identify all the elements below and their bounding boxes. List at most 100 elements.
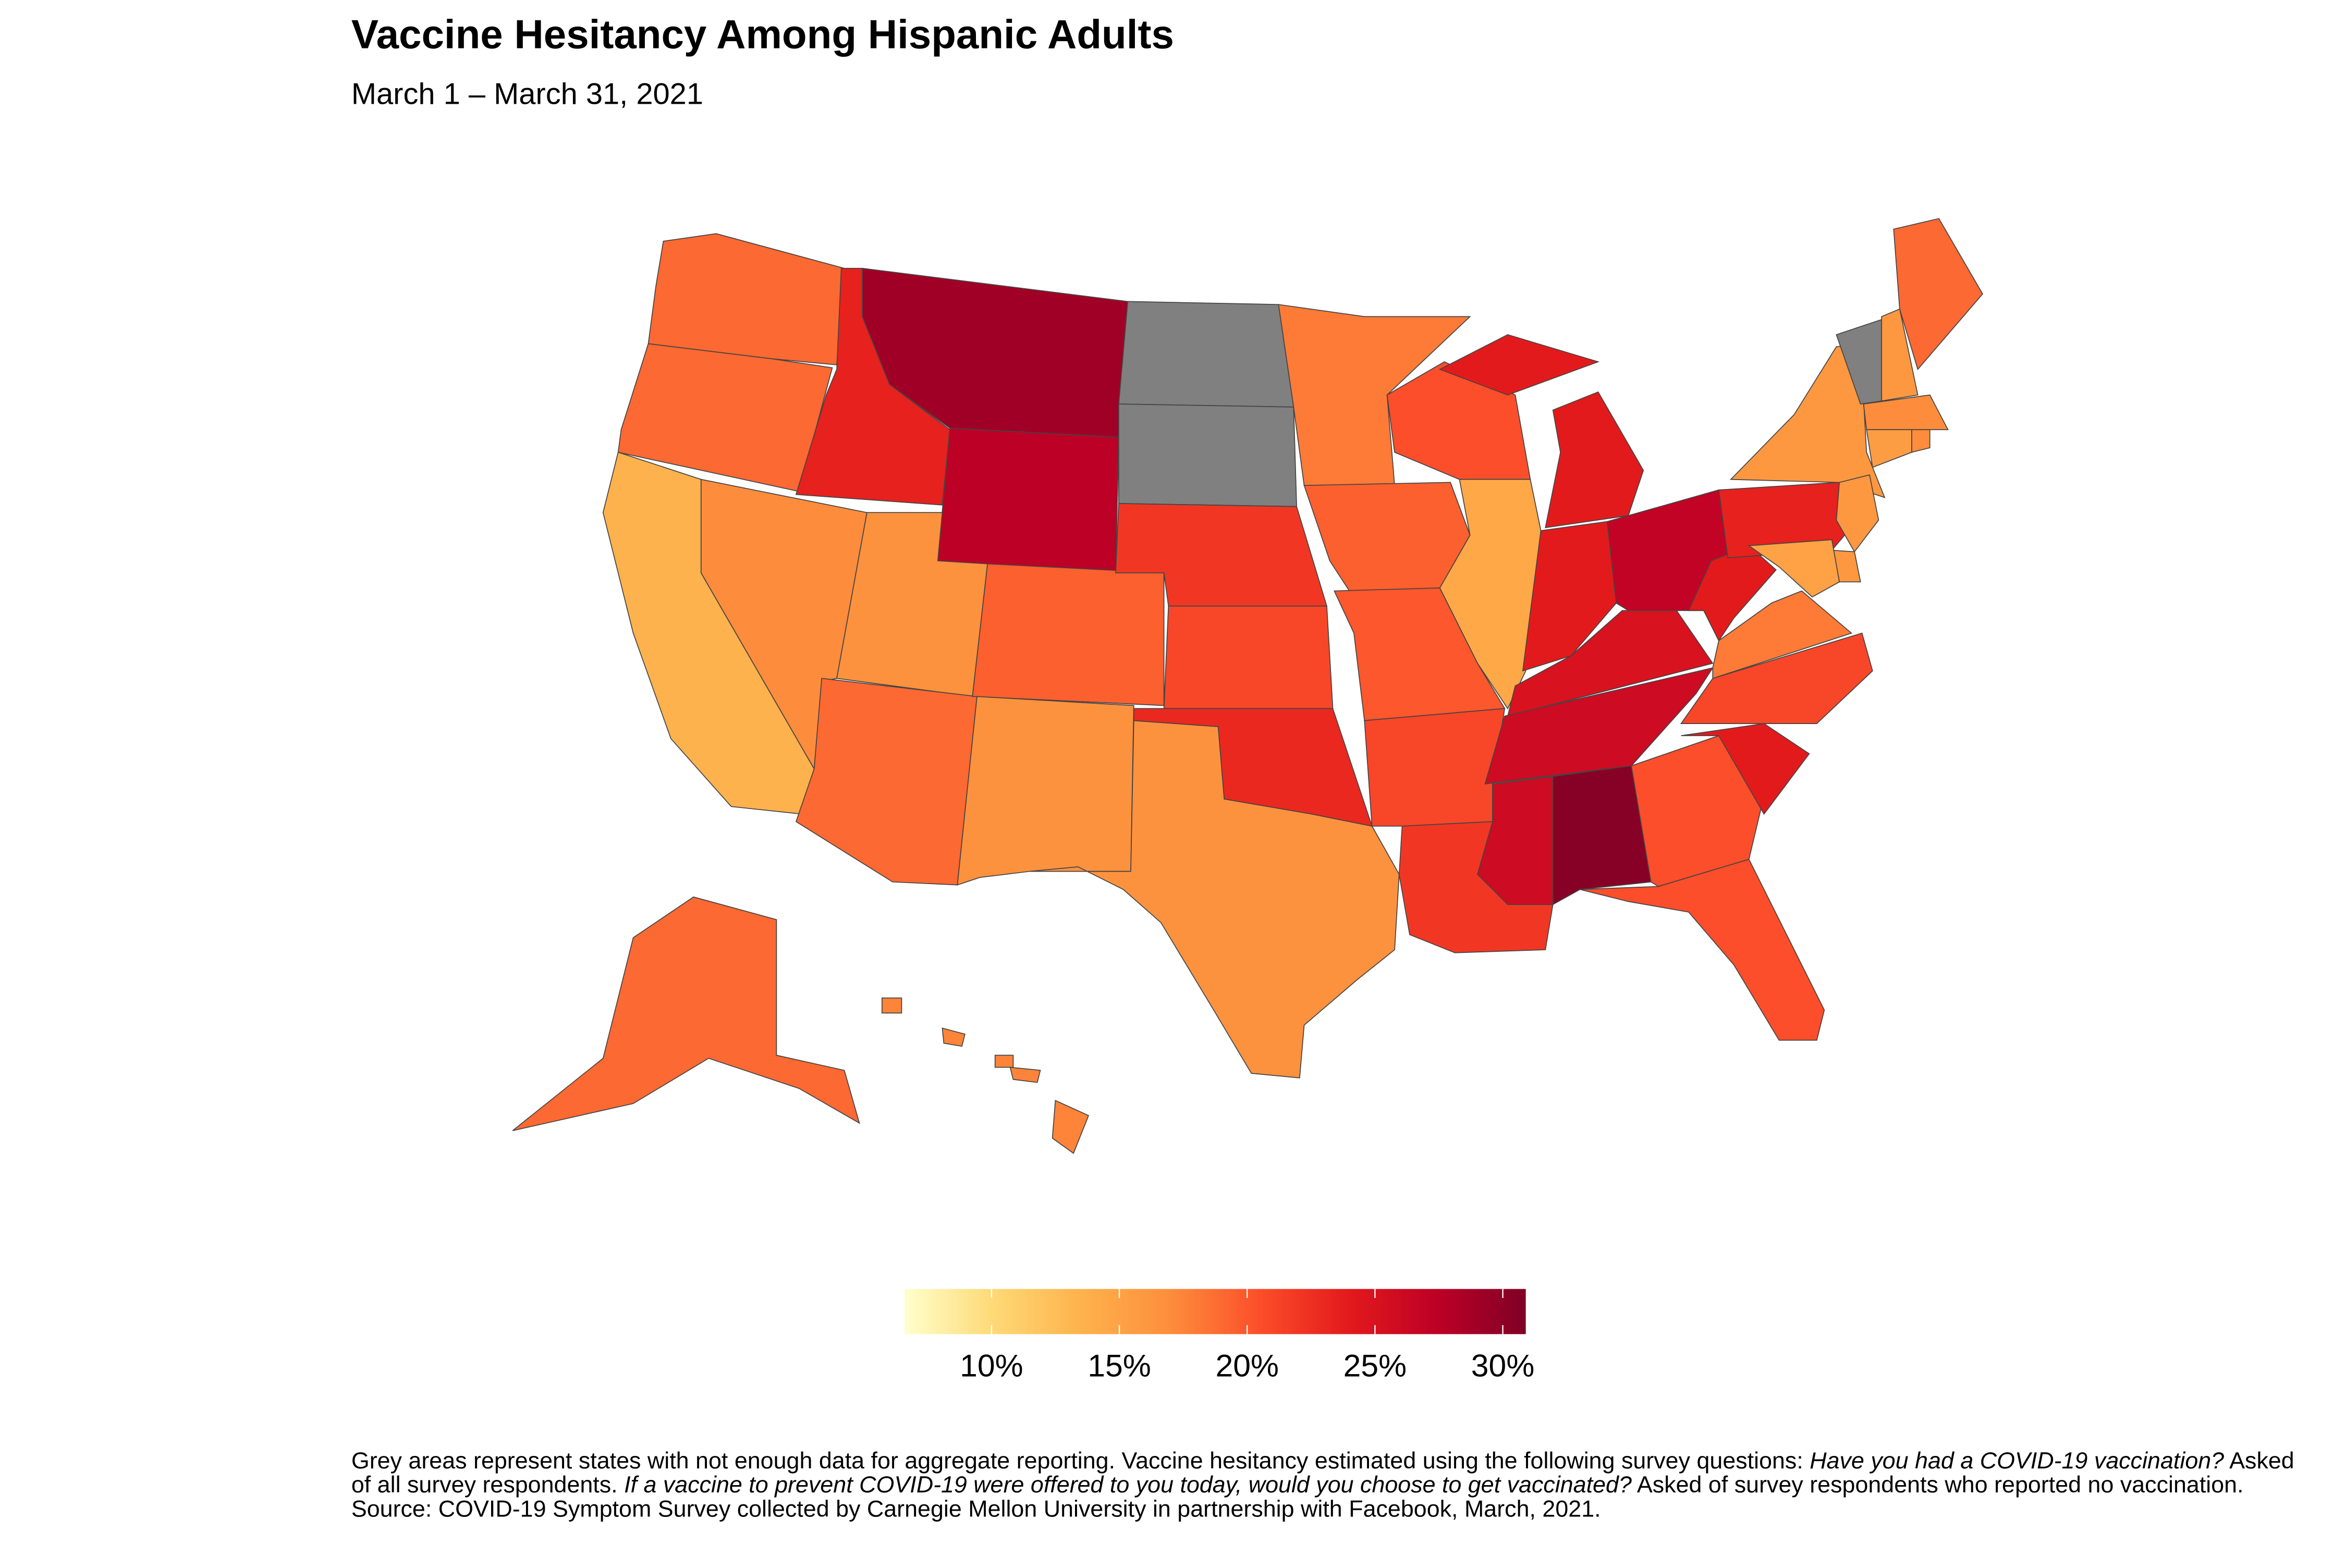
legend-gradient-step [1160, 1289, 1165, 1334]
legend-gradient-step [1170, 1289, 1174, 1334]
state-shape [1118, 403, 1298, 507]
legend-gradient-step [974, 1289, 978, 1334]
legend-gradient-step [917, 1289, 921, 1334]
legend-gradient-step [1215, 1289, 1219, 1334]
legend-gradient-step [1495, 1289, 1500, 1334]
legend-gradient-step [1224, 1289, 1228, 1334]
legend-gradient-step [1113, 1289, 1117, 1334]
state-shape [1484, 667, 1714, 785]
state-shape [1552, 765, 1652, 905]
legend-gradient-step [1423, 1289, 1427, 1334]
legend-gradient-step [1447, 1289, 1451, 1334]
legend-gradient-step [1089, 1289, 1093, 1334]
legend-gradient-step [1411, 1289, 1415, 1334]
legend-gradient-step [1363, 1289, 1367, 1334]
legend-gradient-step [986, 1289, 990, 1334]
legend-gradient-step [920, 1289, 924, 1334]
legend-gradient-step [1094, 1289, 1099, 1334]
legend-gradient-step [1128, 1289, 1132, 1334]
map-title: Vaccine Hesitancy Among Hispanic Adults [351, 12, 1174, 57]
state-shape [972, 563, 1165, 706]
state-me [1893, 218, 1984, 371]
legend-gradient-step [1140, 1289, 1144, 1334]
legend-gradient-step [1070, 1289, 1074, 1334]
legend-tick-label: 20% [1215, 1349, 1279, 1384]
state-shape [881, 997, 902, 1014]
legend-gradient-step [1206, 1289, 1211, 1334]
legend-gradient-step [968, 1289, 972, 1334]
state-shape [1438, 334, 1600, 396]
state-shape [1009, 1067, 1041, 1083]
state-ks [1163, 605, 1334, 709]
legend-gradient-step [1133, 1289, 1138, 1334]
legend-gradient-step [1037, 1289, 1042, 1334]
legend-gradient-step [1408, 1289, 1412, 1334]
legend-gradient-step [1245, 1289, 1250, 1334]
state-shape [937, 427, 1119, 573]
legend-gradient-step [1185, 1289, 1189, 1334]
legend-gradient-step [1079, 1289, 1084, 1334]
legend-gradient-step [1314, 1289, 1319, 1334]
state-shape [512, 896, 860, 1131]
legend-gradient-step [1025, 1289, 1030, 1334]
state-shape [1688, 545, 1777, 642]
legend-gradient-step [1155, 1289, 1159, 1334]
legend-gradient-step [1097, 1289, 1102, 1334]
legend-gradient-step [1312, 1289, 1316, 1334]
legend-gradient-step [1001, 1289, 1005, 1334]
legend-tick-label: 25% [1343, 1349, 1407, 1384]
legend-gradient-step [1179, 1289, 1183, 1334]
legend-gradient-step [1257, 1289, 1262, 1334]
legend-gradient-step [1221, 1289, 1226, 1334]
legend-gradient-step [1227, 1289, 1231, 1334]
state-hi [881, 997, 1090, 1154]
legend-gradient-step [1402, 1289, 1407, 1334]
legend-gradient-step [1275, 1289, 1280, 1334]
legend-gradient-step [1489, 1289, 1494, 1334]
legend-gradient-step [1022, 1289, 1027, 1334]
legend-gradient-step [1486, 1289, 1491, 1334]
state-co [972, 563, 1165, 706]
legend-gradient-step [1182, 1289, 1186, 1334]
state-shape [1278, 304, 1471, 486]
legend-gradient-step [1176, 1289, 1180, 1334]
legend-gradient-step [1106, 1289, 1111, 1334]
legend-gradient-step [944, 1289, 948, 1334]
legend-gradient-step [1505, 1289, 1509, 1334]
state-sc [1681, 723, 1810, 815]
footnote: Grey areas represent states with not eno… [351, 1450, 2312, 1523]
legend-gradient-step [1131, 1289, 1135, 1334]
legend-gradient-step [1426, 1289, 1431, 1334]
legend-gradient-step [1007, 1289, 1011, 1334]
color-legend-bar [905, 1289, 1526, 1334]
state-mn [1278, 304, 1471, 486]
state-in [1522, 521, 1617, 672]
state-shape [1911, 429, 1930, 453]
legend-gradient-step [1058, 1289, 1062, 1334]
state-ia [1303, 482, 1471, 592]
legend-gradient-step [1417, 1289, 1421, 1334]
legend-gradient-step [1456, 1289, 1461, 1334]
state-wv [1688, 545, 1777, 642]
legend-gradient-step [1297, 1289, 1301, 1334]
legend-gradient-step [1263, 1289, 1268, 1334]
state-ma [1863, 394, 1949, 431]
state-fl [1580, 859, 1825, 1041]
legend-gradient-step [1016, 1289, 1020, 1334]
legend-gradient-step [1172, 1289, 1177, 1334]
legend-gradient-step [1152, 1289, 1156, 1334]
legend-gradient-step [1299, 1289, 1304, 1334]
legend-gradient-step [1109, 1289, 1114, 1334]
state-ok [1133, 708, 1373, 827]
state-shape [1303, 482, 1471, 592]
legend-gradient-step [1345, 1289, 1349, 1334]
legend-gradient-step [1302, 1289, 1307, 1334]
legend-gradient-step [1055, 1289, 1059, 1334]
legend-gradient-step [1471, 1289, 1476, 1334]
legend-gradient-step [1329, 1289, 1334, 1334]
legend-gradient-step [1414, 1289, 1419, 1334]
legend-gradient-step [1101, 1289, 1105, 1334]
legend-gradient-step [1405, 1289, 1409, 1334]
legend-gradient-step [998, 1289, 1003, 1334]
